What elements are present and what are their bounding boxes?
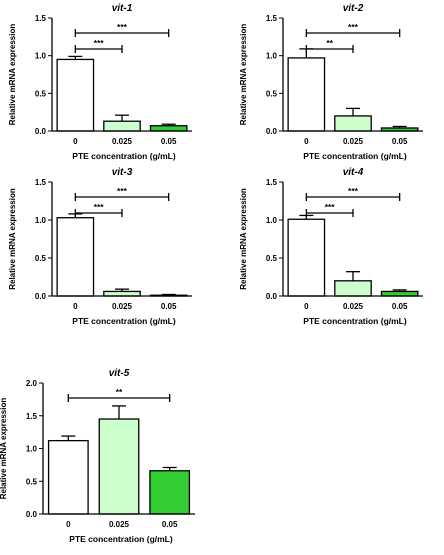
chart-title: vit-2 [343,3,364,14]
chart-panel-vit-2: vit-2 Relative mRNA expression 0.0 0.5 1.0 1.… [239,3,423,161]
x-tick-label: 0.05 [392,137,408,146]
x-axis-label: PTE concentration (g/mL) [72,151,176,161]
x-tick-label: 0.05 [392,302,408,311]
x-tick-label: 0.05 [162,520,178,529]
y-tick-label: 1.5 [26,412,38,421]
y-tick-label: 0.5 [26,477,38,486]
bar-0.025 [103,290,141,297]
significance-label: *** [348,186,359,196]
bar-0.05 [380,290,419,297]
x-tick-label: 0.05 [161,302,177,311]
y-axis-label: Relative mRNA expression [8,24,17,126]
y-tick-label: 0.0 [26,510,38,519]
x-tick-label: 0.025 [112,137,133,146]
y-tick-label: 1.5 [35,178,47,187]
significance-label: *** [94,202,105,212]
chart-panel-vit-3: vit-3 Relative mRNA expression 0.0 0.5 1.0 1.… [8,167,192,326]
y-tick-label: 0.0 [266,292,278,301]
chart-title: vit-3 [112,167,133,178]
chart-panel-vit-4: vit-4 Relative mRNA expression 0.0 0.5 1.0 1.… [239,167,423,326]
x-tick-label: 0 [73,302,78,311]
y-tick-label: 1.0 [35,52,47,61]
y-tick-label: 1.0 [26,445,38,454]
chart-title: vit-1 [112,3,133,14]
significance-label: *** [348,22,359,32]
bar-0.05 [149,470,191,515]
chart-panel-vit-1: vit-1 Relative mRNA expression 0.0 0.5 1.0 1.… [8,3,192,161]
bar-0 [287,218,326,297]
chart-title: vit-4 [343,167,364,178]
x-tick-label: 0 [73,137,78,146]
y-tick-label: 1.5 [266,14,278,23]
x-tick-label: 0 [304,137,309,146]
y-tick-label: 2.0 [26,379,38,388]
significance-label: ** [326,38,333,48]
y-tick-label: 0.5 [266,254,278,263]
y-axis-label: Relative mRNA expression [239,24,248,126]
x-axis-label: PTE concentration (g/mL) [72,316,176,326]
chart-panel-vit-5: vit-5 Relative mRNA expression 0.0 0.5 1.0 1.… [0,368,195,544]
significance-label: *** [325,202,336,212]
y-axis-label: Relative mRNA expression [8,188,17,290]
y-axis-label: Relative mRNA expression [0,398,8,500]
x-tick-label: 0 [304,302,309,311]
x-tick-label: 0.025 [109,520,130,529]
y-tick-label: 1.0 [266,216,278,225]
x-tick-label: 0.025 [343,137,364,146]
y-tick-label: 0.5 [35,89,47,98]
y-tick-label: 1.0 [266,52,278,61]
y-tick-label: 1.5 [35,14,47,23]
bar-0 [56,217,95,297]
bar-0.025 [334,115,372,132]
y-tick-label: 1.5 [266,178,278,187]
bar-0.025 [98,418,140,515]
y-tick-label: 0.5 [35,254,47,263]
x-axis-label: PTE concentration (g/mL) [303,316,407,326]
y-tick-label: 0.0 [35,292,47,301]
x-axis-label: PTE concentration (g/mL) [303,151,407,161]
bar-0.025 [103,120,141,132]
chart-title: vit-5 [109,368,130,379]
y-tick-label: 1.0 [35,216,47,225]
bar-0 [56,58,95,132]
significance-label: *** [94,38,105,48]
x-axis-label: PTE concentration (g/mL) [69,534,173,544]
y-tick-label: 0.0 [266,127,278,136]
significance-label: ** [116,387,123,397]
bar-0 [287,57,326,132]
y-tick-label: 0.5 [266,89,278,98]
y-axis-label: Relative mRNA expression [239,188,248,290]
bar-0 [47,439,89,515]
x-tick-label: 0.05 [161,137,177,146]
y-tick-label: 0.0 [35,127,47,136]
bar-0.05 [149,125,188,132]
bar-0.025 [334,280,372,297]
x-tick-label: 0 [66,520,71,529]
x-tick-label: 0.025 [112,302,133,311]
significance-label: *** [117,186,128,196]
x-tick-label: 0.025 [343,302,364,311]
significance-label: *** [117,22,128,32]
